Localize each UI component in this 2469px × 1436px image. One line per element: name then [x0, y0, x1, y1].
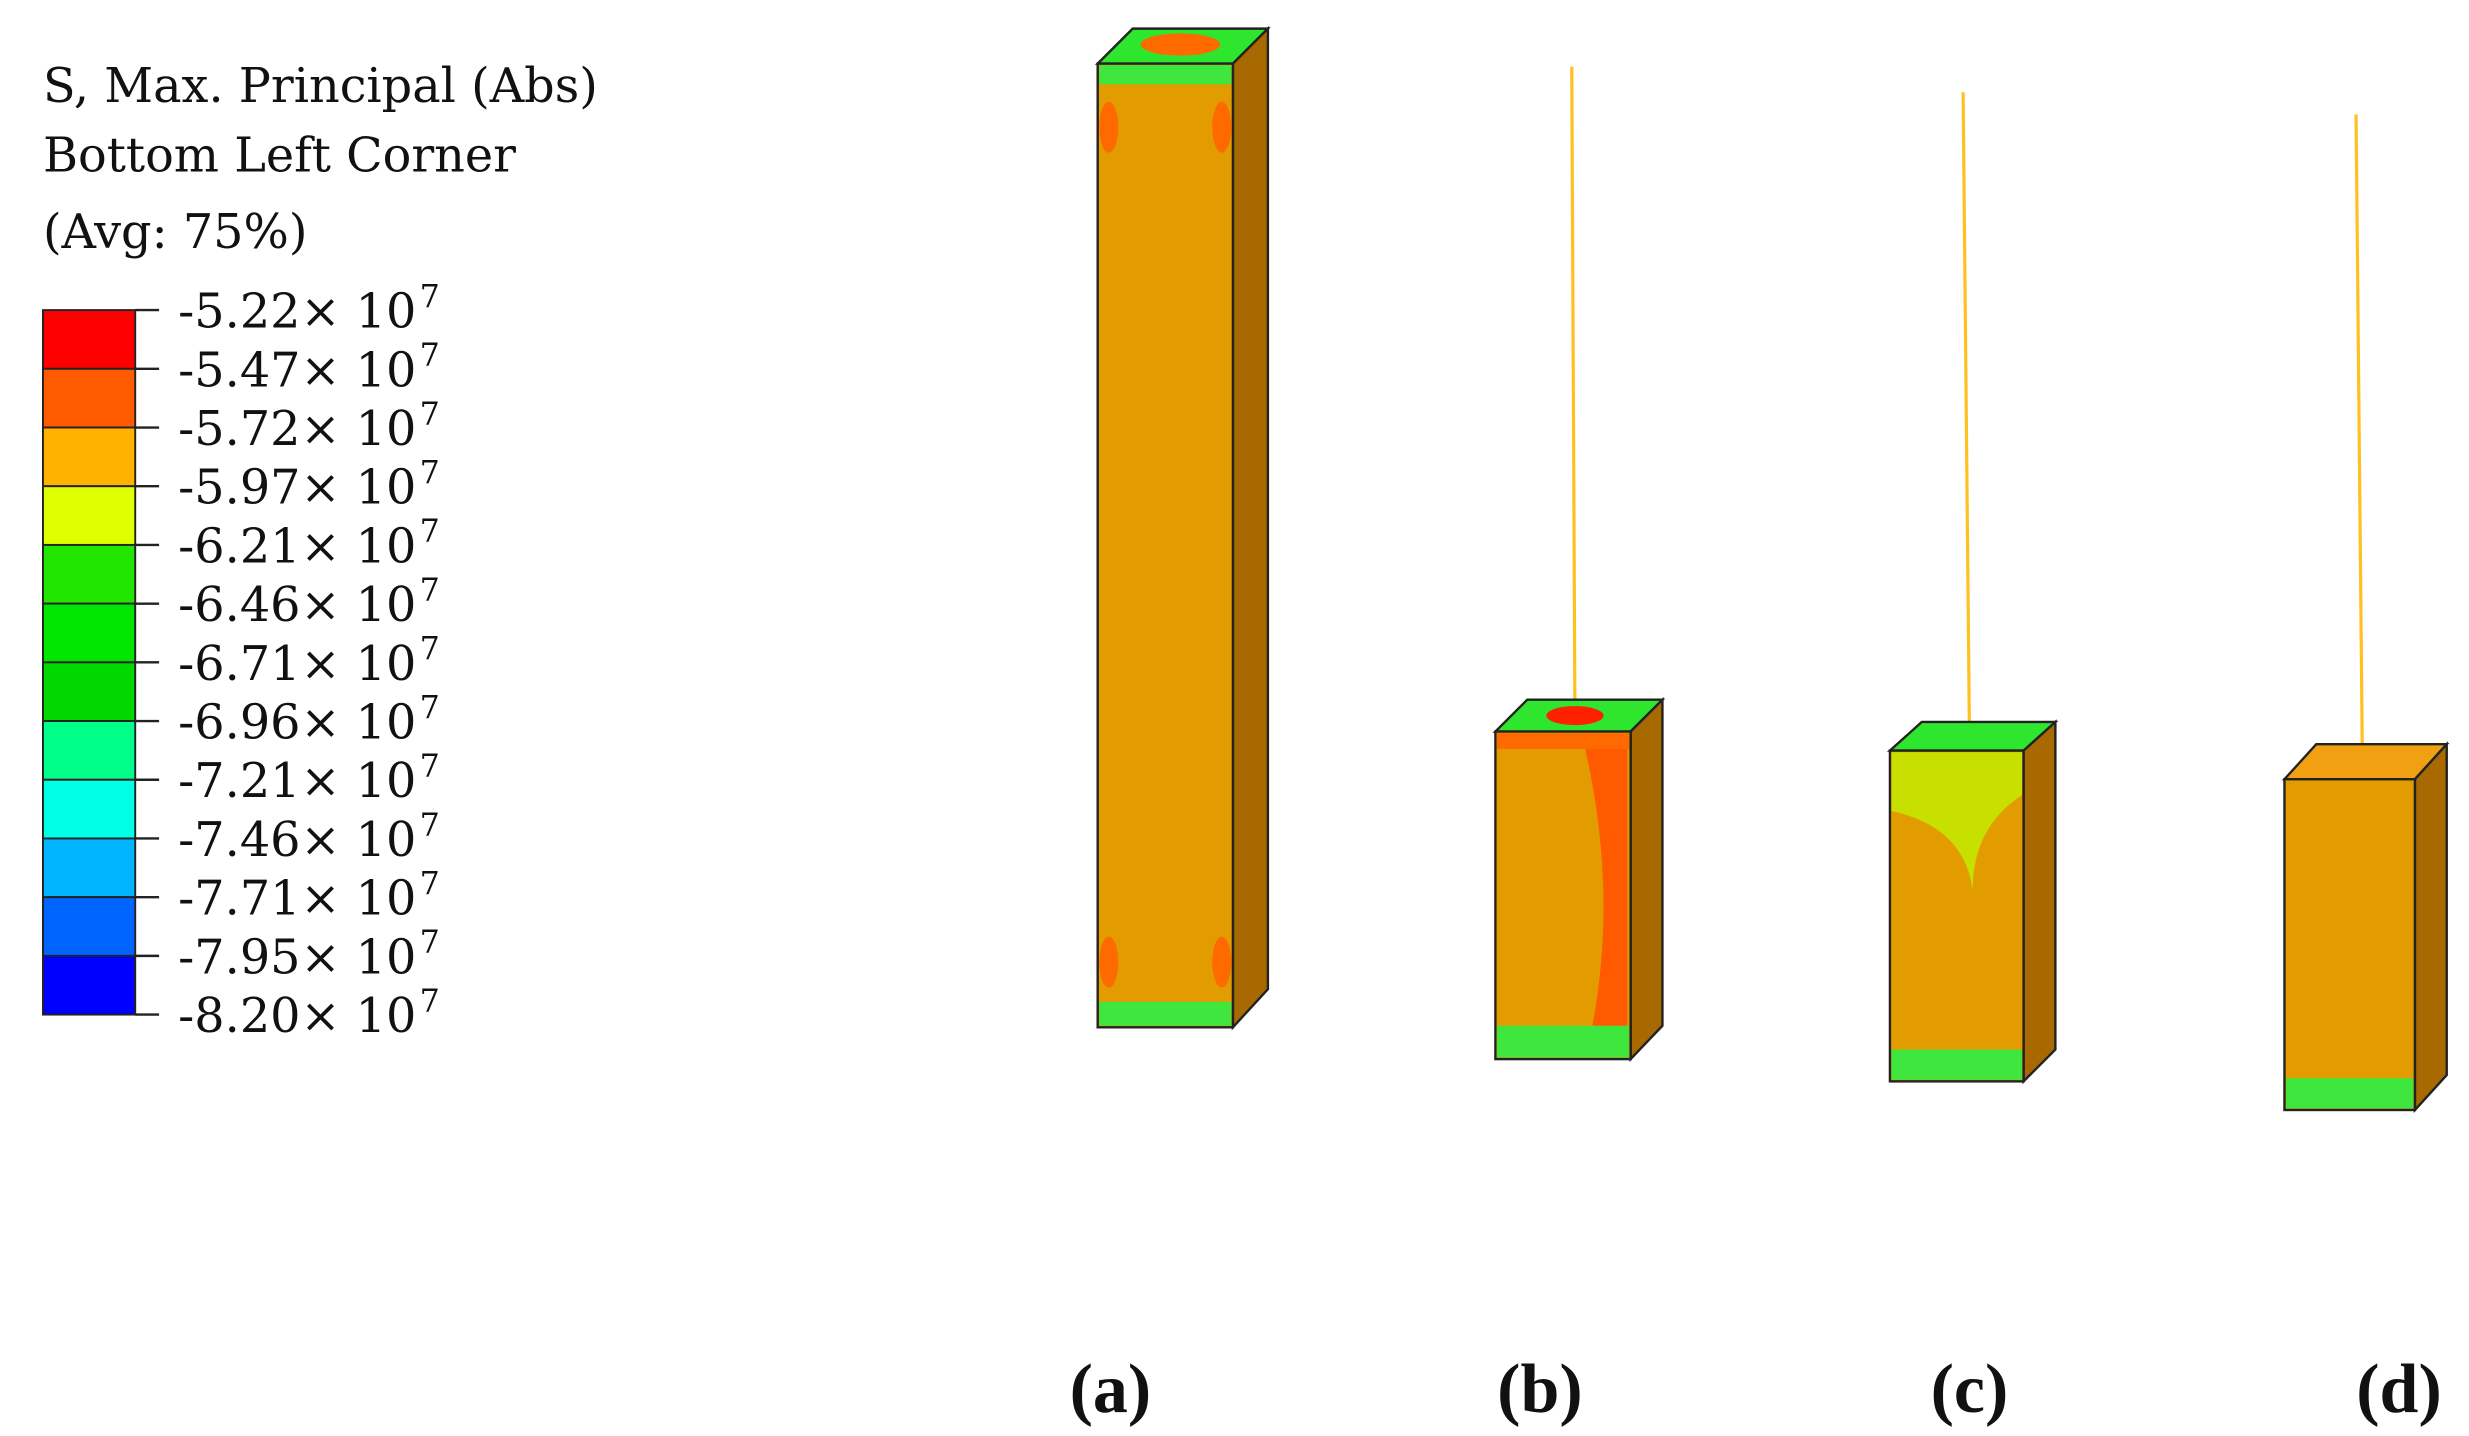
- panel-label: (c): [1931, 1351, 2009, 1428]
- legend-label: -6.21× 10 7: [178, 512, 440, 575]
- legend-label-exponent: 7: [420, 629, 440, 667]
- legend-label-text: -5.97× 10: [178, 461, 416, 516]
- legend-label: -5.22× 10 7: [178, 277, 440, 340]
- legend-label-text: -6.96× 10: [178, 696, 416, 751]
- panel-label: (d): [2356, 1351, 2442, 1428]
- legend-band: [41, 837, 137, 899]
- legend-label-exponent: 7: [420, 864, 440, 902]
- legend-band: [41, 543, 137, 605]
- legend-label: -6.96× 10 7: [178, 688, 440, 751]
- legend-label-text: -6.21× 10: [178, 519, 416, 574]
- legend-band: [41, 720, 137, 781]
- legend-label-text: -8.20× 10: [178, 989, 416, 1044]
- legend-label-exponent: 7: [420, 747, 440, 785]
- panel-label: (a): [1070, 1351, 1152, 1428]
- legend-label: -5.97× 10 7: [178, 453, 440, 516]
- legend-label: -6.46× 10 7: [178, 570, 440, 633]
- legend-label-exponent: 7: [420, 394, 440, 432]
- legend-band: [41, 778, 137, 840]
- legend-label-exponent: 7: [420, 336, 440, 374]
- legend-label-text: -7.46× 10: [178, 813, 416, 868]
- legend-label: -7.46× 10 7: [178, 805, 440, 868]
- legend-label-text: -7.71× 10: [178, 872, 416, 927]
- legend-label-exponent: 7: [420, 805, 440, 843]
- panel-label: (b): [1497, 1351, 1583, 1428]
- color-legend: -5.22× 10 7-5.47× 10 7-5.72× 10 7-5.97× 10 7…: [41, 277, 440, 1044]
- legend-label-text: -5.22× 10: [178, 285, 416, 340]
- legend-label-exponent: 7: [420, 923, 440, 961]
- legend-label: -7.95× 10 7: [178, 923, 440, 986]
- legend-label-text: -6.46× 10: [178, 578, 416, 633]
- legend-label-text: -5.47× 10: [178, 343, 416, 398]
- legend-note: (Avg: 75%): [43, 205, 308, 260]
- legend-band: [41, 661, 137, 723]
- legend-band: [41, 602, 137, 664]
- legend-band: [41, 367, 137, 429]
- legend-label-text: -5.72× 10: [178, 402, 416, 457]
- legend-band: [41, 309, 137, 370]
- column-a: [1094, 25, 1271, 1031]
- legend-label-exponent: 7: [420, 277, 440, 315]
- legend-label-text: -7.21× 10: [178, 754, 416, 809]
- legend-label: -5.47× 10 7: [178, 336, 440, 399]
- legend-band: [41, 426, 137, 488]
- legend-band: [41, 954, 137, 1016]
- legend-label: -6.71× 10 7: [178, 629, 440, 692]
- legend-label: -8.20× 10 7: [178, 981, 440, 1044]
- column-b: [1492, 66, 1666, 1063]
- legend-label: -7.71× 10 7: [178, 864, 440, 927]
- legend-label-text: -6.71× 10: [178, 637, 416, 692]
- legend-label-exponent: 7: [420, 512, 440, 550]
- legend-label-exponent: 7: [420, 570, 440, 608]
- legend-label-exponent: 7: [420, 688, 440, 726]
- legend-title: S, Max. Principal (Abs): [43, 59, 598, 114]
- legend-band: [41, 896, 137, 957]
- legend-subtitle: Bottom Left Corner: [43, 129, 516, 184]
- legend-label-exponent: 7: [420, 453, 440, 491]
- legend-label-exponent: 7: [420, 981, 440, 1019]
- legend-label: -5.72× 10 7: [178, 394, 440, 457]
- legend-label-text: -7.95× 10: [178, 930, 416, 985]
- column-d: [2281, 114, 2450, 1114]
- legend-label: -7.21× 10 7: [178, 747, 440, 810]
- column-c: [1886, 92, 2059, 1085]
- legend-band: [41, 485, 137, 546]
